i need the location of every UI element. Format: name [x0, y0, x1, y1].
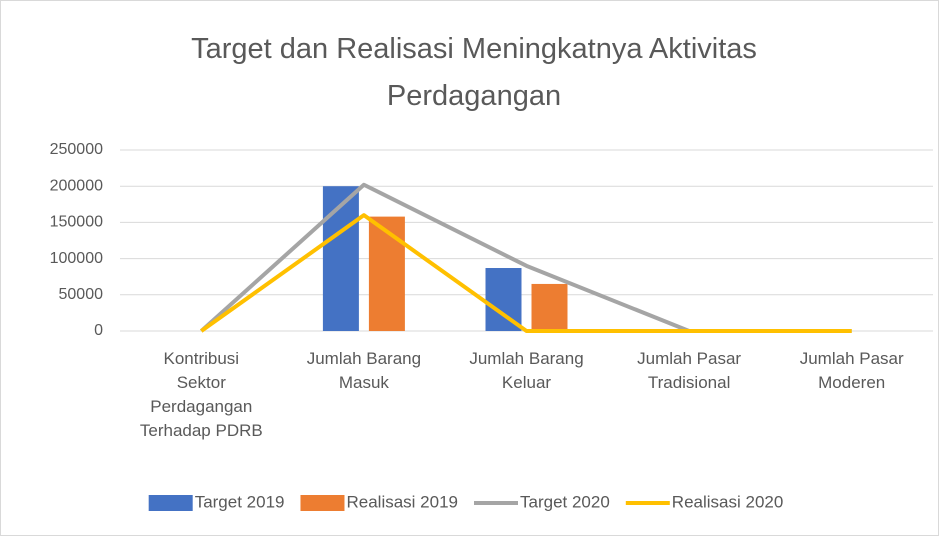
- bar: [368, 216, 405, 331]
- legend-label: Realisasi 2020: [672, 492, 784, 511]
- chart-title: Target dan Realisasi Meningkatnya Aktivi…: [191, 33, 757, 112]
- y-tick-label: 200000: [50, 177, 103, 194]
- x-tick-label: Jumlah Barang Keluar: [469, 349, 583, 392]
- legend-label: Target 2019: [195, 492, 285, 511]
- y-tick-label: 250000: [50, 141, 103, 158]
- y-tick-label: 50000: [59, 286, 104, 303]
- legend-label: Target 2020: [520, 492, 610, 511]
- x-tick-label: Jumlah Pasar Tradisional: [637, 349, 741, 392]
- legend-label: Realisasi 2019: [346, 492, 458, 511]
- x-tick-label: Jumlah Barang Masuk: [307, 349, 421, 392]
- bar: [485, 268, 522, 331]
- x-tick-label: Jumlah Pasar Moderen: [800, 349, 904, 392]
- y-tick-label: 100000: [50, 250, 103, 267]
- line: [200, 213, 852, 333]
- legend-swatch: [300, 495, 345, 511]
- bar: [322, 186, 359, 331]
- bar: [531, 283, 568, 331]
- legend-swatch: [148, 495, 193, 511]
- x-tick-label: Kontribusi Sektor Perdagangan Terhadap PDRB: [140, 349, 263, 440]
- y-tick-label: 0: [94, 322, 103, 339]
- y-tick-label: 150000: [50, 214, 103, 231]
